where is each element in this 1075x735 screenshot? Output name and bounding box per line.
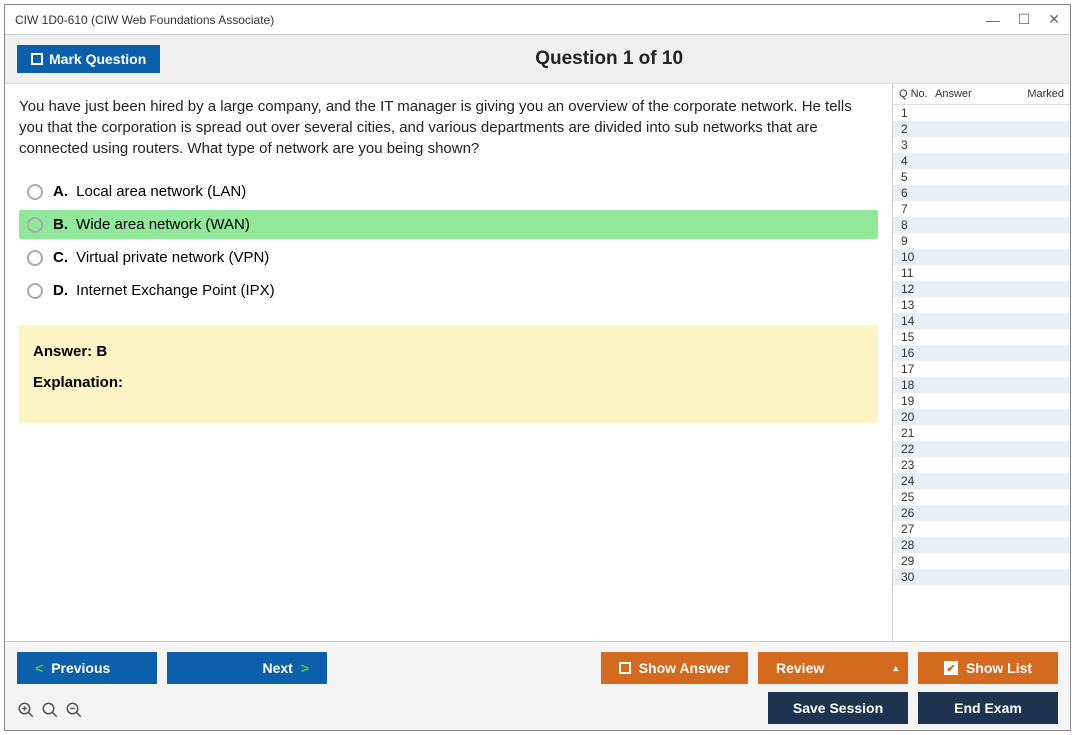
question-row[interactable]: 9 — [893, 233, 1070, 249]
option-C[interactable]: C. Virtual private network (VPN) — [19, 243, 878, 272]
option-text: D. Internet Exchange Point (IPX) — [53, 282, 275, 299]
footer-row-2: Save Session End Exam — [17, 692, 1058, 724]
chevron-right-icon: > — [301, 660, 309, 676]
close-button[interactable]: ✕ — [1048, 11, 1060, 28]
option-text: A. Local area network (LAN) — [53, 183, 246, 200]
review-label: Review — [776, 660, 824, 676]
next-label: Next — [262, 660, 292, 676]
question-row[interactable]: 13 — [893, 297, 1070, 313]
app-window: CIW 1D0-610 (CIW Web Foundations Associa… — [4, 4, 1071, 731]
answer-box: Answer: B Explanation: — [19, 325, 878, 423]
question-list-header: Q No. Answer Marked — [893, 84, 1070, 105]
question-row[interactable]: 22 — [893, 441, 1070, 457]
maximize-button[interactable]: ☐ — [1018, 11, 1031, 28]
question-row[interactable]: 3 — [893, 137, 1070, 153]
header-bar: Mark Question Question 1 of 10 — [5, 35, 1070, 84]
option-text: C. Virtual private network (VPN) — [53, 249, 269, 266]
question-row[interactable]: 17 — [893, 361, 1070, 377]
question-row[interactable]: 5 — [893, 169, 1070, 185]
save-session-button[interactable]: Save Session — [768, 692, 908, 724]
zoom-controls — [17, 701, 83, 724]
question-row[interactable]: 15 — [893, 329, 1070, 345]
question-list-panel: Q No. Answer Marked 12345678910111213141… — [892, 84, 1070, 641]
question-row[interactable]: 2 — [893, 121, 1070, 137]
question-counter: Question 1 of 10 — [160, 48, 1058, 70]
question-row[interactable]: 4 — [893, 153, 1070, 169]
question-row[interactable]: 26 — [893, 505, 1070, 521]
question-row[interactable]: 25 — [893, 489, 1070, 505]
question-row[interactable]: 24 — [893, 473, 1070, 489]
question-row[interactable]: 20 — [893, 409, 1070, 425]
square-icon — [619, 662, 631, 674]
col-marked: Marked — [995, 88, 1064, 100]
next-button[interactable]: Next > — [167, 652, 327, 684]
question-row[interactable]: 29 — [893, 553, 1070, 569]
question-row[interactable]: 18 — [893, 377, 1070, 393]
question-row[interactable]: 21 — [893, 425, 1070, 441]
show-list-label: Show List — [966, 660, 1032, 676]
chevron-left-icon: < — [35, 660, 43, 676]
radio-icon — [27, 217, 43, 233]
show-answer-button[interactable]: Show Answer — [601, 652, 748, 684]
footer-row-1: < Previous Next > Show Answer Review ▴ ✔… — [17, 652, 1058, 684]
explanation-label: Explanation: — [33, 374, 864, 391]
mark-question-button[interactable]: Mark Question — [17, 45, 160, 73]
question-row[interactable]: 7 — [893, 201, 1070, 217]
checkbox-icon — [31, 53, 43, 65]
previous-button[interactable]: < Previous — [17, 652, 157, 684]
zoom-in-icon[interactable] — [17, 701, 35, 724]
end-exam-label: End Exam — [954, 700, 1022, 716]
window-controls: — ☐ ✕ — [986, 11, 1060, 28]
question-number-list[interactable]: 1234567891011121314151617181920212223242… — [893, 105, 1070, 641]
question-row[interactable]: 19 — [893, 393, 1070, 409]
zoom-out-icon[interactable] — [65, 701, 83, 724]
option-A[interactable]: A. Local area network (LAN) — [19, 177, 878, 206]
question-row[interactable]: 6 — [893, 185, 1070, 201]
question-row[interactable]: 8 — [893, 217, 1070, 233]
question-text: You have just been hired by a large comp… — [19, 96, 878, 159]
end-exam-button[interactable]: End Exam — [918, 692, 1058, 724]
body: You have just been hired by a large comp… — [5, 84, 1070, 641]
answer-label: Answer: B — [33, 343, 864, 360]
radio-icon — [27, 250, 43, 266]
radio-icon — [27, 283, 43, 299]
option-D[interactable]: D. Internet Exchange Point (IPX) — [19, 276, 878, 305]
save-session-label: Save Session — [793, 700, 883, 716]
question-row[interactable]: 11 — [893, 265, 1070, 281]
option-B[interactable]: B. Wide area network (WAN) — [19, 210, 878, 239]
option-text: B. Wide area network (WAN) — [53, 216, 250, 233]
col-answer: Answer — [935, 88, 995, 100]
question-row[interactable]: 10 — [893, 249, 1070, 265]
zoom-reset-icon[interactable] — [41, 701, 59, 724]
col-qno: Q No. — [899, 88, 935, 100]
radio-icon — [27, 184, 43, 200]
question-row[interactable]: 14 — [893, 313, 1070, 329]
show-list-button[interactable]: ✔ Show List — [918, 652, 1058, 684]
minimize-button[interactable]: — — [986, 12, 1000, 28]
footer: < Previous Next > Show Answer Review ▴ ✔… — [5, 641, 1070, 730]
titlebar: CIW 1D0-610 (CIW Web Foundations Associa… — [5, 5, 1070, 35]
review-button[interactable]: Review ▴ — [758, 652, 908, 684]
dropdown-icon: ▴ — [893, 663, 898, 674]
question-row[interactable]: 28 — [893, 537, 1070, 553]
question-panel: You have just been hired by a large comp… — [5, 84, 892, 641]
question-row[interactable]: 27 — [893, 521, 1070, 537]
question-row[interactable]: 16 — [893, 345, 1070, 361]
show-answer-label: Show Answer — [639, 660, 730, 676]
question-row[interactable]: 12 — [893, 281, 1070, 297]
previous-label: Previous — [51, 660, 110, 676]
check-icon: ✔ — [944, 661, 958, 675]
options-list: A. Local area network (LAN) B. Wide area … — [19, 177, 878, 305]
question-row[interactable]: 1 — [893, 105, 1070, 121]
question-row[interactable]: 30 — [893, 569, 1070, 585]
question-row[interactable]: 23 — [893, 457, 1070, 473]
window-title: CIW 1D0-610 (CIW Web Foundations Associa… — [15, 13, 274, 27]
mark-question-label: Mark Question — [49, 51, 146, 67]
